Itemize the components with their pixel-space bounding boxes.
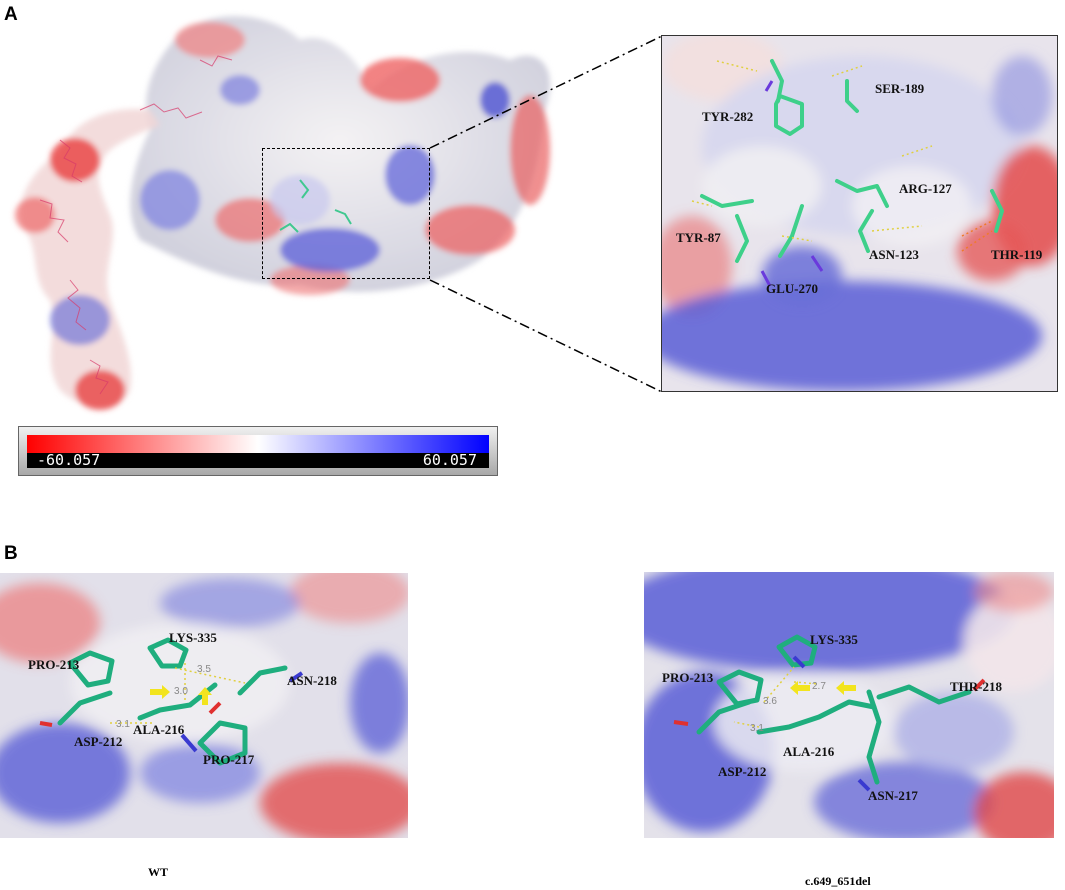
mutant-label-lys335: LYS-335	[810, 632, 858, 647]
mutant-label-pro213: PRO-213	[662, 670, 714, 685]
selection-box	[262, 148, 430, 279]
mutant-caption: c.649_651del	[805, 874, 871, 888]
residue-label-arg127: ARG-127	[899, 181, 952, 196]
colorbar-max-label: 60.057	[422, 451, 477, 469]
mutant-distance-3: 3.1	[750, 723, 764, 734]
wt-label-asp212: ASP-212	[74, 734, 123, 749]
wt-label-lys335: LYS-335	[169, 630, 217, 645]
wt-distance-3: 3.1	[116, 719, 130, 730]
residue-label-tyr282: TYR-282	[702, 109, 754, 124]
mutant-label-ala216: ALA-216	[783, 744, 835, 759]
wt-label-pro213: PRO-213	[28, 657, 80, 672]
mutant-surface-render	[644, 572, 1054, 838]
panel-b-label: B	[4, 543, 18, 564]
residue-label-tyr87: TYR-87	[676, 230, 721, 245]
mutant-binding-site	[644, 572, 1054, 838]
wt-distance-1: 3.5	[197, 664, 211, 675]
residue-label-thr119: THR-119	[991, 247, 1043, 262]
wt-binding-site	[0, 573, 408, 838]
mutant-distance-1: 2.7	[812, 681, 826, 692]
residue-label-ser189: SER-189	[875, 81, 925, 96]
colorbar-gradient	[27, 435, 489, 453]
mutant-distance-2: 3.6	[763, 696, 777, 707]
colorbar: -60.057 60.057	[18, 426, 498, 476]
wt-label-ala216: ALA-216	[133, 722, 185, 737]
colorbar-label-strip: -60.057 60.057	[27, 451, 489, 469]
residue-label-asn123: ASN-123	[869, 247, 919, 262]
wt-distance-2: 3.0	[174, 686, 188, 697]
panel-a-label: A	[4, 4, 18, 25]
zoomed-binding-site	[661, 35, 1058, 392]
residue-label-glu270: GLU-270	[766, 281, 818, 296]
wt-label-asn218: ASN-218	[287, 673, 337, 688]
wt-caption: WT	[148, 865, 169, 879]
mutant-label-asp212: ASP-212	[718, 764, 767, 779]
mutant-label-thr218: THR-218	[950, 679, 1002, 694]
mutant-label-asn217: ASN-217	[868, 788, 918, 803]
zoom-surface-render	[662, 36, 1057, 391]
wt-surface-render	[0, 573, 408, 838]
wt-label-pro217: PRO-217	[203, 752, 255, 767]
colorbar-min-label: -60.057	[37, 451, 101, 469]
